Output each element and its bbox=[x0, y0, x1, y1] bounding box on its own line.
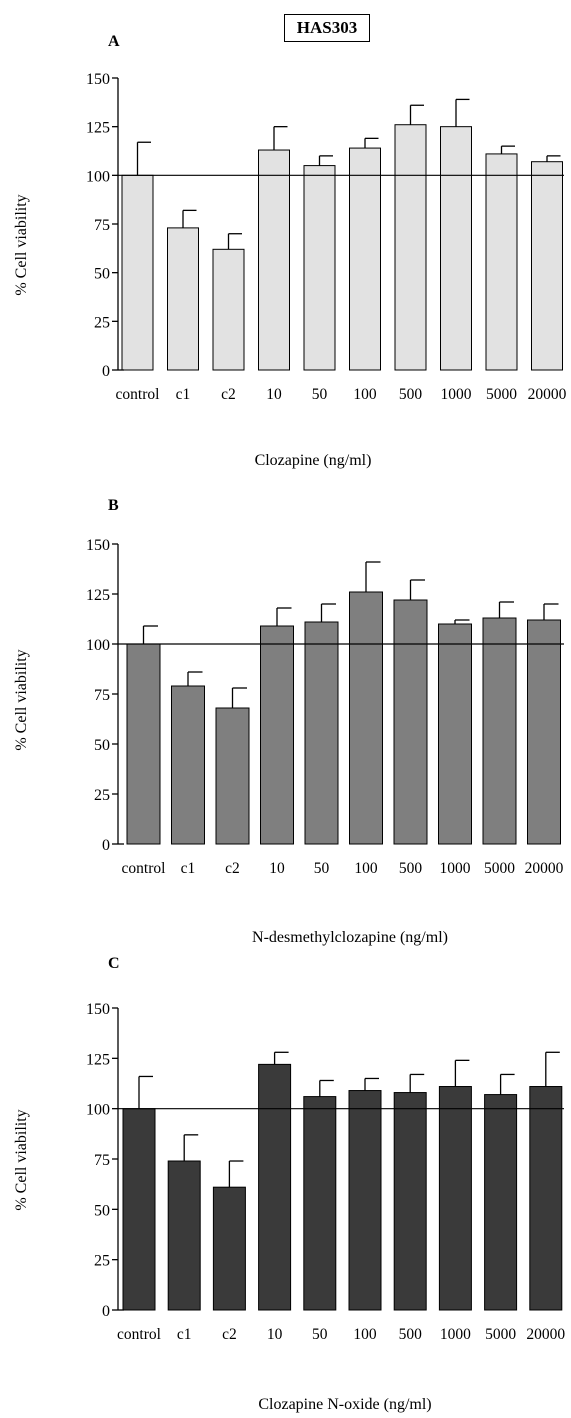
y-tick-label: 0 bbox=[102, 363, 110, 380]
bar bbox=[394, 124, 427, 371]
x-tick-label: control bbox=[122, 860, 166, 877]
bar bbox=[122, 1108, 156, 1311]
x-tick-label: 50 bbox=[312, 386, 328, 403]
panel-label: B bbox=[108, 497, 119, 514]
bar bbox=[349, 591, 383, 845]
y-tick-label: 25 bbox=[94, 1253, 110, 1270]
bar bbox=[126, 643, 161, 845]
bar bbox=[167, 227, 199, 371]
x-tick-label: c2 bbox=[225, 860, 240, 877]
y-tick-label: 150 bbox=[86, 1001, 110, 1018]
y-tick-label: 100 bbox=[86, 168, 110, 185]
bar bbox=[167, 1160, 201, 1311]
bar bbox=[393, 599, 428, 845]
y-axis-label: % Cell viability bbox=[13, 194, 30, 295]
x-tick-label: 5000 bbox=[485, 1326, 516, 1343]
y-tick-label: 75 bbox=[94, 1152, 110, 1169]
bar bbox=[438, 623, 472, 845]
x-tick-label: 50 bbox=[314, 860, 330, 877]
bar bbox=[304, 621, 339, 845]
bar bbox=[303, 1096, 337, 1311]
y-tick-label: 50 bbox=[94, 737, 110, 754]
x-tick-label: 20000 bbox=[525, 860, 564, 877]
y-tick-label: 75 bbox=[94, 217, 110, 234]
x-tick-label: control bbox=[116, 386, 160, 403]
bar bbox=[303, 165, 336, 371]
x-tick-label: c2 bbox=[221, 386, 236, 403]
y-tick-label: 150 bbox=[86, 537, 110, 554]
x-tick-label: control bbox=[117, 1326, 161, 1343]
bar bbox=[440, 126, 472, 371]
bar bbox=[485, 153, 518, 371]
x-tick-label: 100 bbox=[353, 386, 377, 403]
bar bbox=[393, 1092, 427, 1311]
y-axis-label: % Cell viability bbox=[13, 649, 30, 750]
x-tick-label: 100 bbox=[353, 1326, 377, 1343]
y-tick-label: 125 bbox=[86, 1051, 110, 1068]
x-axis-label: N-desmethylclozapine (ng/ml) bbox=[252, 929, 448, 946]
x-tick-label: 10 bbox=[267, 1326, 283, 1343]
x-tick-label: 500 bbox=[399, 386, 423, 403]
bar bbox=[212, 248, 245, 371]
figure-title: HAS303 bbox=[284, 14, 370, 42]
bar bbox=[121, 174, 154, 371]
y-tick-label: 100 bbox=[86, 1102, 110, 1119]
x-tick-label: 500 bbox=[399, 860, 423, 877]
y-tick-label: 50 bbox=[94, 266, 110, 283]
x-tick-label: 10 bbox=[266, 386, 282, 403]
y-tick-label: 0 bbox=[102, 837, 110, 854]
x-tick-label: 500 bbox=[399, 1326, 423, 1343]
bar bbox=[260, 625, 294, 845]
bar bbox=[531, 161, 563, 371]
x-tick-label: 1000 bbox=[441, 386, 472, 403]
bar bbox=[349, 147, 381, 371]
x-tick-label: 100 bbox=[354, 860, 378, 877]
y-tick-label: 75 bbox=[94, 687, 110, 704]
y-tick-label: 0 bbox=[102, 1303, 110, 1320]
y-tick-label: 100 bbox=[86, 637, 110, 654]
bar bbox=[529, 1086, 563, 1311]
panel-label: C bbox=[108, 955, 120, 972]
y-axis-label: % Cell viability bbox=[13, 1109, 30, 1210]
bar bbox=[215, 707, 250, 845]
bar bbox=[258, 149, 290, 371]
x-tick-label: 20000 bbox=[526, 1326, 565, 1343]
bar bbox=[482, 617, 517, 845]
x-tick-label: 50 bbox=[312, 1326, 328, 1343]
x-tick-label: 1000 bbox=[440, 1326, 471, 1343]
x-tick-label: c1 bbox=[177, 1326, 192, 1343]
bar bbox=[171, 685, 205, 845]
x-tick-label: c1 bbox=[176, 386, 191, 403]
x-tick-label: 5000 bbox=[484, 860, 515, 877]
x-tick-label: 1000 bbox=[440, 860, 471, 877]
x-tick-label: 5000 bbox=[486, 386, 517, 403]
x-tick-label: 10 bbox=[269, 860, 285, 877]
bar bbox=[527, 619, 561, 845]
y-tick-label: 125 bbox=[86, 587, 110, 604]
bar bbox=[348, 1090, 382, 1311]
bar bbox=[212, 1186, 246, 1311]
y-tick-label: 150 bbox=[86, 71, 110, 88]
y-tick-label: 50 bbox=[94, 1202, 110, 1219]
x-axis-label: Clozapine N-oxide (ng/ml) bbox=[258, 1396, 431, 1413]
x-tick-label: 20000 bbox=[528, 386, 567, 403]
y-tick-label: 125 bbox=[86, 120, 110, 137]
y-tick-label: 25 bbox=[94, 314, 110, 331]
bar bbox=[484, 1094, 518, 1311]
bar bbox=[258, 1063, 292, 1311]
x-axis-label: Clozapine (ng/ml) bbox=[255, 452, 372, 469]
panel-label: A bbox=[108, 33, 120, 50]
x-tick-label: c2 bbox=[222, 1326, 237, 1343]
bar bbox=[438, 1086, 472, 1311]
x-tick-label: c1 bbox=[181, 860, 196, 877]
y-tick-label: 25 bbox=[94, 787, 110, 804]
